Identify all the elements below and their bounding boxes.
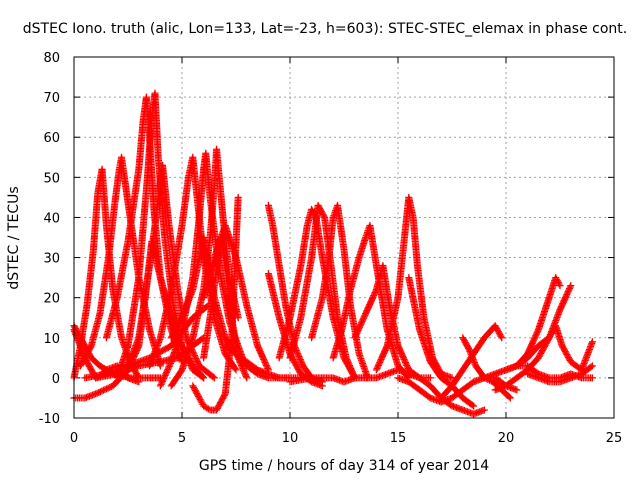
data-points — [70, 89, 596, 418]
data-point — [93, 389, 101, 397]
data-point — [134, 372, 142, 380]
data-point — [87, 343, 95, 351]
data-point — [160, 373, 168, 381]
data-point — [101, 386, 109, 394]
data-point — [98, 387, 106, 395]
x-tick-label: 25 — [606, 431, 623, 446]
data-point — [234, 193, 242, 201]
y-tick-label: 20 — [43, 292, 60, 307]
data-point — [157, 380, 165, 388]
data-point — [166, 361, 174, 369]
data-point — [158, 379, 166, 387]
data-point — [158, 377, 166, 385]
data-point — [162, 370, 170, 378]
data-point — [165, 362, 173, 370]
data-point — [106, 383, 114, 391]
data-point — [162, 368, 170, 376]
y-tick-label: 60 — [43, 131, 60, 146]
data-point — [160, 374, 168, 382]
y-tick-label: 30 — [43, 252, 60, 267]
series-arc11 — [146, 153, 240, 374]
series-arc07 — [113, 89, 208, 382]
x-tick-label: 10 — [282, 431, 299, 446]
data-point — [96, 388, 104, 396]
data-point — [187, 361, 195, 369]
data-point — [92, 390, 100, 398]
data-point — [186, 360, 194, 368]
data-point — [209, 373, 217, 381]
data-point — [103, 385, 111, 393]
data-point — [232, 366, 240, 374]
data-point — [426, 374, 434, 382]
chart-title: dSTEC Iono. truth (alic, Lon=133, Lat=-2… — [23, 21, 627, 37]
y-tick-label: 10 — [43, 332, 60, 347]
data-point — [164, 365, 172, 373]
data-point — [178, 342, 186, 350]
data-point — [187, 363, 195, 371]
data-point — [161, 371, 169, 379]
y-tick-label: 70 — [43, 91, 60, 106]
data-point — [163, 367, 171, 375]
data-point — [167, 359, 175, 367]
y-tick-label: 80 — [43, 51, 60, 66]
data-point — [198, 373, 206, 381]
data-point — [179, 343, 187, 351]
x-tick-label: 0 — [70, 431, 78, 446]
x-tick-label: 5 — [178, 431, 186, 446]
data-point — [156, 382, 164, 390]
data-point — [135, 374, 143, 382]
data-point — [231, 365, 239, 373]
x-tick-label: 15 — [390, 431, 407, 446]
data-point — [210, 374, 218, 382]
data-point — [200, 374, 208, 382]
y-tick-label: 0 — [52, 372, 60, 387]
data-point — [165, 364, 172, 372]
data-point — [99, 386, 107, 394]
data-point — [159, 376, 167, 384]
data-point — [95, 388, 103, 396]
data-point — [104, 384, 112, 392]
y-tick-label: -10 — [39, 412, 60, 427]
y-tick-label: 50 — [43, 171, 60, 186]
x-tick-label: 20 — [498, 431, 515, 446]
y-tick-label: 40 — [43, 211, 60, 226]
